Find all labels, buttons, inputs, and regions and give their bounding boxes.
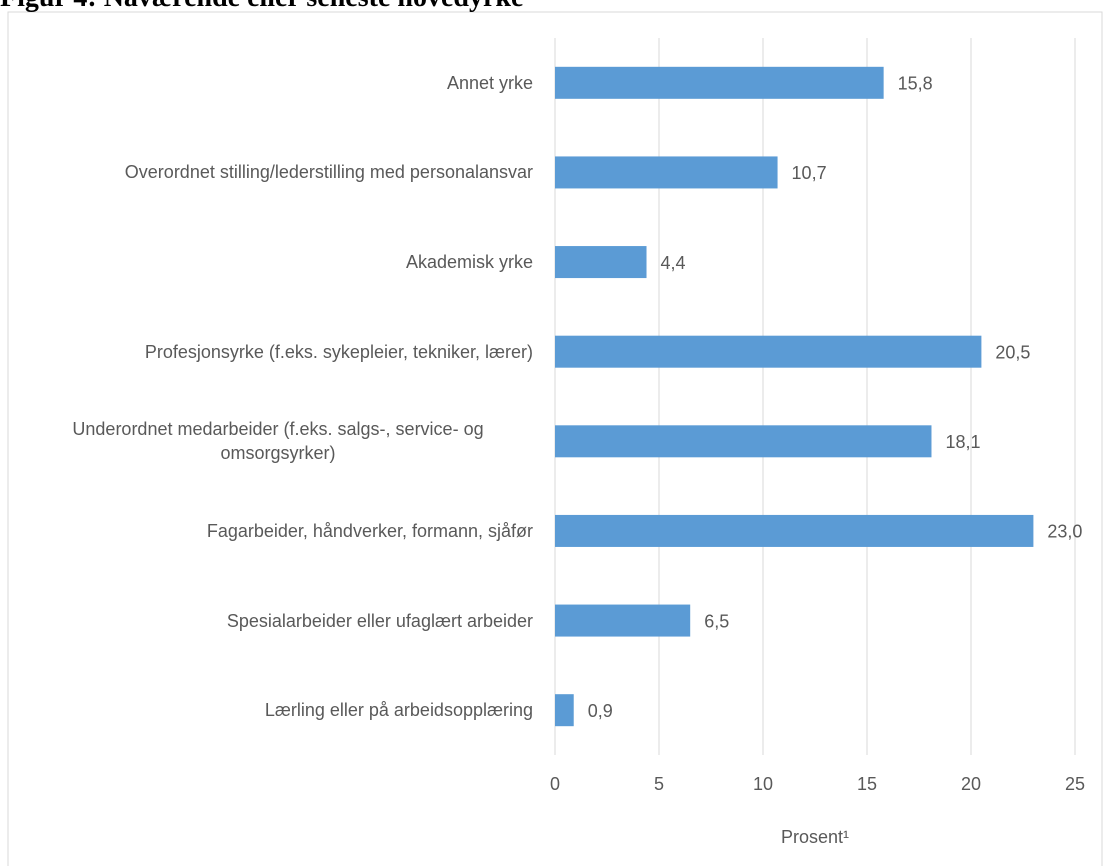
y-tick-label: Annet yrke	[446, 72, 533, 93]
y-tick-label: Profesjonsyrke (f.eks. sykepleier, tekni…	[144, 341, 533, 362]
x-tick-label: 0	[550, 774, 560, 794]
chart-frame	[7, 11, 1103, 866]
y-tick-label: Lærling eller på arbeidsopplæring	[264, 700, 533, 721]
x-tick-label: 10	[753, 774, 773, 794]
bar	[555, 246, 647, 279]
bar	[555, 694, 574, 727]
bar	[555, 156, 778, 189]
data-label: 0,9	[588, 701, 613, 721]
data-label: 18,1	[945, 432, 980, 452]
y-tick-label: Fagarbeider, håndverker, formann, sjåfør	[206, 520, 533, 541]
data-label: 4,4	[661, 253, 686, 273]
data-label: 20,5	[995, 342, 1030, 362]
y-tick-label: Akademisk yrke	[405, 252, 533, 273]
data-label: 10,7	[792, 163, 827, 183]
x-tick-label: 15	[857, 774, 877, 794]
x-tick-label: 5	[654, 774, 664, 794]
bar	[555, 514, 1034, 547]
chart-title: Figur 4: Nåværende eller seneste hovedyr…	[0, 0, 523, 13]
x-axis-title: Prosent¹	[781, 827, 849, 847]
data-label: 15,8	[898, 74, 933, 94]
data-label: 6,5	[704, 611, 729, 631]
bar	[555, 425, 932, 458]
bar	[555, 604, 691, 637]
y-tick-label: Underordnet medarbeider (f.eks. salgs-, …	[72, 419, 484, 464]
data-label: 23,0	[1047, 522, 1082, 542]
y-tick-label: Overordnet stilling/lederstilling med pe…	[124, 162, 533, 183]
y-tick-label: Spesialarbeider eller ufaglært arbeider	[226, 610, 533, 631]
x-tick-label: 20	[961, 774, 981, 794]
x-tick-label: 25	[1065, 774, 1085, 794]
bar	[555, 335, 982, 368]
bar	[555, 66, 884, 99]
